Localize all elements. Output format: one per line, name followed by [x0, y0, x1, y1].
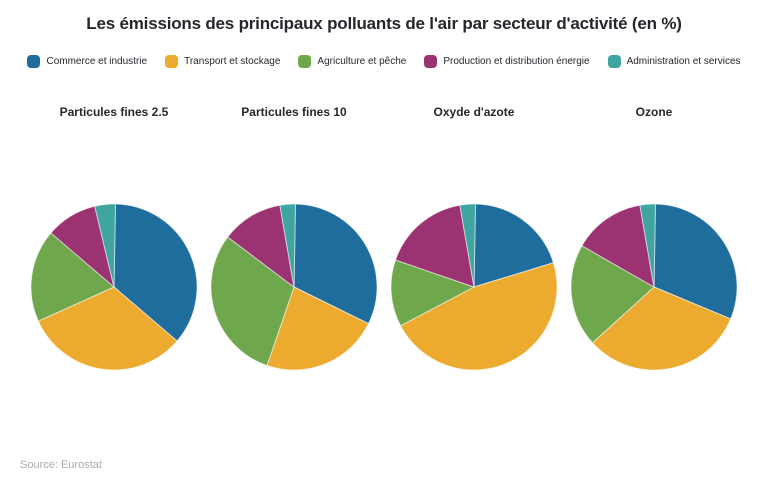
legend-swatch-icon [607, 55, 621, 68]
pie-title: Ozone [635, 105, 673, 119]
pie-title: Particules fines 2.5 [59, 105, 169, 119]
legend-item-agriculture-et-peche: Agriculture et pêche [298, 55, 406, 68]
legend-item-commerce-et-industrie: Commerce et industrie [27, 55, 147, 68]
pie-slice-administration-et-services [94, 203, 116, 288]
legend-item-production-et-distribution-energie: Production et distribution énergie [424, 55, 590, 68]
pie-slice-administration-et-services [279, 203, 296, 288]
pie-slice-production-et-distribution-energie [581, 204, 655, 288]
pie-slice-agriculture-et-peche [30, 232, 115, 322]
pie-title: Particules fines 10 [241, 105, 347, 119]
pie-slice-transport-et-stockage [591, 286, 732, 371]
source-note: Source: Eurostat [20, 459, 102, 471]
pie-column-particules-fines-2-5: Particules fines 2.5 [24, 105, 204, 371]
legend-swatch-icon [27, 55, 41, 68]
pie-slice-transport-et-stockage [399, 262, 558, 371]
legend-label: Commerce et industrie [46, 56, 148, 67]
pie-slice-commerce-et-industrie [113, 203, 198, 342]
pie-slice-agriculture-et-peche [570, 245, 655, 344]
pie-slice-agriculture-et-peche [390, 259, 476, 327]
pie-chart-particules-fines-10 [210, 203, 378, 371]
pie-slice-production-et-distribution-energie [394, 204, 475, 288]
pie-title: Oxyde d'azote [433, 105, 515, 119]
pie-chart-particules-fines-2-5 [30, 203, 198, 371]
pie-chart-ozone [570, 203, 738, 371]
chart-title: Les émissions des principaux polluants d… [86, 14, 682, 33]
legend-item-transport-et-stockage: Transport et stockage [165, 55, 280, 68]
pie-slice-commerce-et-industrie [293, 203, 378, 325]
legend-label: Transport et stockage [184, 56, 281, 67]
legend-label: Administration et services [626, 56, 741, 67]
pie-slice-production-et-distribution-energie [227, 204, 295, 289]
legend-swatch-icon [298, 55, 312, 68]
legend-swatch-icon [424, 55, 438, 68]
pie-slice-administration-et-services [459, 203, 476, 288]
legend-label: Agriculture et pêche [317, 56, 407, 67]
chart-legend: Commerce et industrie Transport et stocka… [0, 55, 768, 68]
pie-chart-oxyde-d-azote [390, 203, 558, 371]
pie-slice-administration-et-services [639, 203, 656, 288]
pie-column-particules-fines-10: Particules fines 10 [204, 105, 384, 371]
legend-item-administration-et-services: Administration et services [607, 55, 741, 68]
pie-slice-commerce-et-industrie [473, 203, 555, 288]
legend-swatch-icon [165, 55, 179, 68]
pie-column-ozone: Ozone [564, 105, 744, 371]
pie-column-oxyde-d-azote: Oxyde d'azote [384, 105, 564, 371]
pie-charts-row: Particules fines 2.5 Particules fines 10 O… [0, 105, 768, 371]
pie-slice-transport-et-stockage [37, 286, 178, 371]
legend-label: Production et distribution énergie [443, 56, 590, 67]
pie-slice-commerce-et-industrie [653, 203, 738, 320]
pie-slice-transport-et-stockage [266, 286, 370, 371]
pie-slice-agriculture-et-peche [210, 236, 295, 367]
